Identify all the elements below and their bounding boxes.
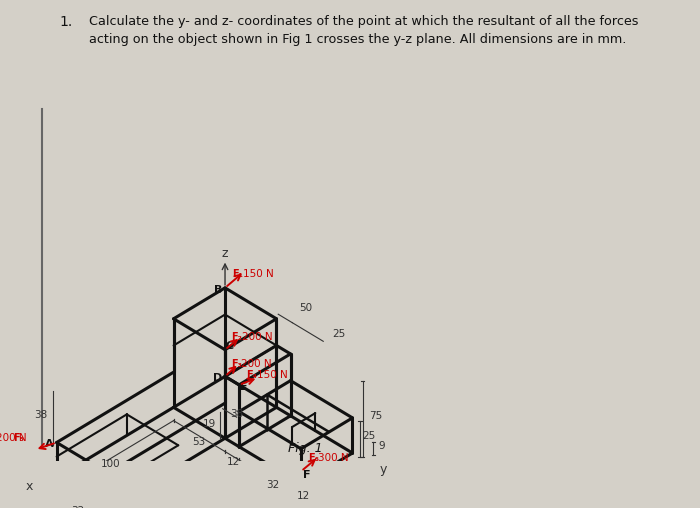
Text: F₃: F₃: [231, 359, 241, 368]
Text: 25: 25: [332, 329, 345, 339]
Text: F₄: F₄: [246, 370, 258, 380]
Text: F₂: F₂: [232, 332, 242, 342]
Text: y: y: [379, 463, 386, 477]
Text: F: F: [302, 470, 310, 480]
Text: 1.: 1.: [60, 15, 73, 28]
Text: F₅: F₅: [13, 433, 24, 442]
Text: 150 N: 150 N: [243, 269, 274, 279]
Text: 19: 19: [203, 419, 216, 429]
Text: 12: 12: [228, 457, 240, 467]
Text: 200 N: 200 N: [241, 359, 272, 368]
Text: 300 N: 300 N: [318, 453, 349, 463]
Text: E: E: [241, 382, 248, 392]
Text: 25: 25: [362, 431, 375, 441]
Text: F₁: F₁: [232, 269, 244, 279]
Text: x: x: [25, 480, 33, 493]
Text: z: z: [222, 247, 228, 260]
Text: B: B: [214, 284, 222, 295]
Text: F₆: F₆: [308, 453, 319, 463]
Text: 200 N: 200 N: [0, 433, 27, 442]
Text: 9: 9: [379, 441, 386, 451]
Text: D: D: [214, 373, 223, 383]
Text: 53: 53: [193, 437, 206, 447]
Text: 150 N: 150 N: [257, 370, 288, 380]
Text: 32: 32: [266, 480, 279, 490]
Text: 32: 32: [71, 506, 84, 508]
Text: A: A: [46, 439, 54, 449]
Text: 200 N: 200 N: [242, 332, 272, 342]
Text: 38: 38: [230, 409, 244, 420]
Text: 100: 100: [101, 459, 120, 469]
Text: Fig. 1: Fig. 1: [288, 442, 323, 456]
Text: Calculate the y- and z- coordinates of the point at which the resultant of all t: Calculate the y- and z- coordinates of t…: [89, 15, 638, 46]
Text: 75: 75: [369, 410, 382, 421]
Text: C: C: [225, 341, 233, 351]
Text: 12: 12: [297, 491, 310, 501]
Text: 50: 50: [299, 303, 312, 313]
Text: 38: 38: [34, 410, 48, 420]
